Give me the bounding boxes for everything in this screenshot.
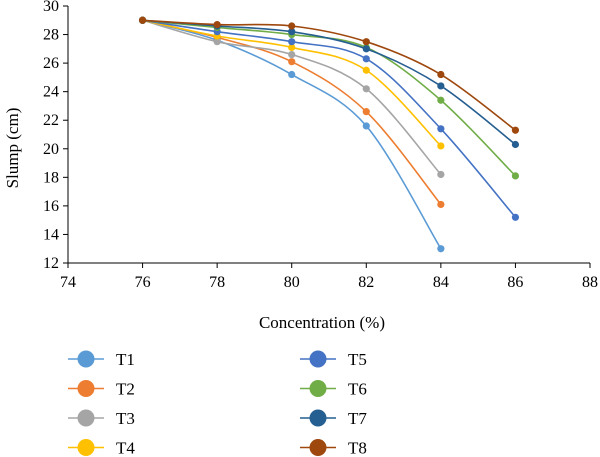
x-tick-label: 86 bbox=[507, 274, 523, 291]
data-point bbox=[437, 170, 445, 179]
legend-label: T6 bbox=[348, 380, 367, 399]
y-tick-label: 20 bbox=[43, 141, 59, 158]
legend-marker bbox=[309, 350, 327, 368]
series-line bbox=[142, 19, 517, 177]
legend-marker bbox=[309, 409, 327, 427]
data-point bbox=[437, 70, 445, 79]
legend-marker bbox=[77, 380, 95, 397]
legend-marker bbox=[77, 409, 95, 427]
data-point bbox=[511, 140, 520, 149]
data-point bbox=[288, 38, 296, 46]
data-point bbox=[437, 125, 445, 133]
legend-item-t2: T2 bbox=[68, 380, 135, 399]
x-axis-title: Concentration (%) bbox=[259, 313, 385, 332]
legend-label: T3 bbox=[116, 409, 135, 428]
data-point bbox=[511, 172, 520, 180]
series-t8 bbox=[138, 16, 520, 134]
data-point bbox=[288, 28, 296, 36]
legend-item-t6: T6 bbox=[300, 380, 367, 399]
data-point bbox=[362, 45, 370, 53]
legend-label: T5 bbox=[348, 350, 367, 369]
legend-item-t4: T4 bbox=[68, 439, 135, 457]
x-tick-label: 80 bbox=[284, 274, 300, 291]
data-point bbox=[288, 43, 296, 52]
series-line bbox=[142, 19, 442, 250]
axes: 12 14 16 18 20 22 24 26 28 30 74 76 78 80 82 84 86 88 bbox=[43, 0, 598, 291]
legend-marker bbox=[309, 380, 327, 397]
x-tick-label: 78 bbox=[209, 274, 225, 291]
data-point bbox=[437, 200, 445, 209]
data-point bbox=[213, 38, 221, 46]
data-point bbox=[362, 85, 370, 93]
data-point bbox=[138, 16, 147, 24]
data-point bbox=[437, 96, 445, 104]
data-point bbox=[362, 38, 370, 46]
legend-item-t3: T3 bbox=[68, 409, 135, 428]
series-t5 bbox=[138, 16, 520, 221]
legend-marker bbox=[77, 350, 95, 368]
series-layer bbox=[138, 16, 520, 253]
y-tick-label: 22 bbox=[43, 112, 59, 129]
legend-item-t5: T5 bbox=[300, 350, 367, 369]
y-tick-label: 18 bbox=[43, 169, 59, 186]
legend-item-t1: T1 bbox=[68, 350, 135, 369]
y-tick-label: 16 bbox=[43, 198, 59, 215]
data-point bbox=[437, 142, 445, 150]
legend-marker bbox=[309, 439, 327, 456]
series-line bbox=[142, 19, 516, 131]
y-tick-label: 24 bbox=[43, 84, 59, 101]
y-tick-label: 14 bbox=[43, 226, 59, 243]
data-point bbox=[511, 213, 520, 221]
legend: T1 T2 T3 T4 T5 T6 T7 T8 bbox=[68, 350, 367, 457]
data-point bbox=[288, 50, 296, 59]
y-tick-label: 28 bbox=[43, 27, 59, 44]
legend-item-t7: T7 bbox=[300, 409, 367, 428]
data-point bbox=[511, 126, 520, 134]
legend-label: T2 bbox=[116, 380, 135, 399]
legend-label: T1 bbox=[116, 350, 135, 369]
y-tick-label: 12 bbox=[43, 255, 59, 272]
legend-label: T8 bbox=[348, 439, 367, 457]
data-point bbox=[213, 20, 221, 29]
data-point bbox=[362, 122, 370, 130]
series-t6 bbox=[138, 16, 520, 180]
series-line bbox=[142, 19, 516, 146]
y-axis-title: Slump (cm) bbox=[3, 108, 22, 189]
x-tick-label: 76 bbox=[135, 274, 151, 291]
data-point bbox=[288, 22, 296, 30]
data-point bbox=[362, 108, 370, 116]
x-tick-label: 88 bbox=[582, 274, 598, 291]
legend-marker bbox=[77, 439, 95, 456]
data-point bbox=[362, 66, 370, 74]
x-tick-label: 82 bbox=[358, 274, 374, 291]
x-tick-label: 74 bbox=[60, 274, 76, 291]
data-point bbox=[437, 245, 445, 253]
legend-label: T4 bbox=[116, 439, 135, 457]
data-point bbox=[288, 70, 296, 79]
data-point bbox=[437, 82, 445, 90]
data-point bbox=[362, 55, 370, 63]
data-point bbox=[288, 58, 296, 66]
y-tick-label: 26 bbox=[43, 55, 59, 72]
legend-label: T7 bbox=[348, 409, 367, 428]
series-line bbox=[142, 19, 442, 176]
x-tick-label: 84 bbox=[433, 274, 449, 291]
legend-item-t8: T8 bbox=[300, 439, 367, 457]
y-tick-label: 30 bbox=[43, 0, 59, 15]
